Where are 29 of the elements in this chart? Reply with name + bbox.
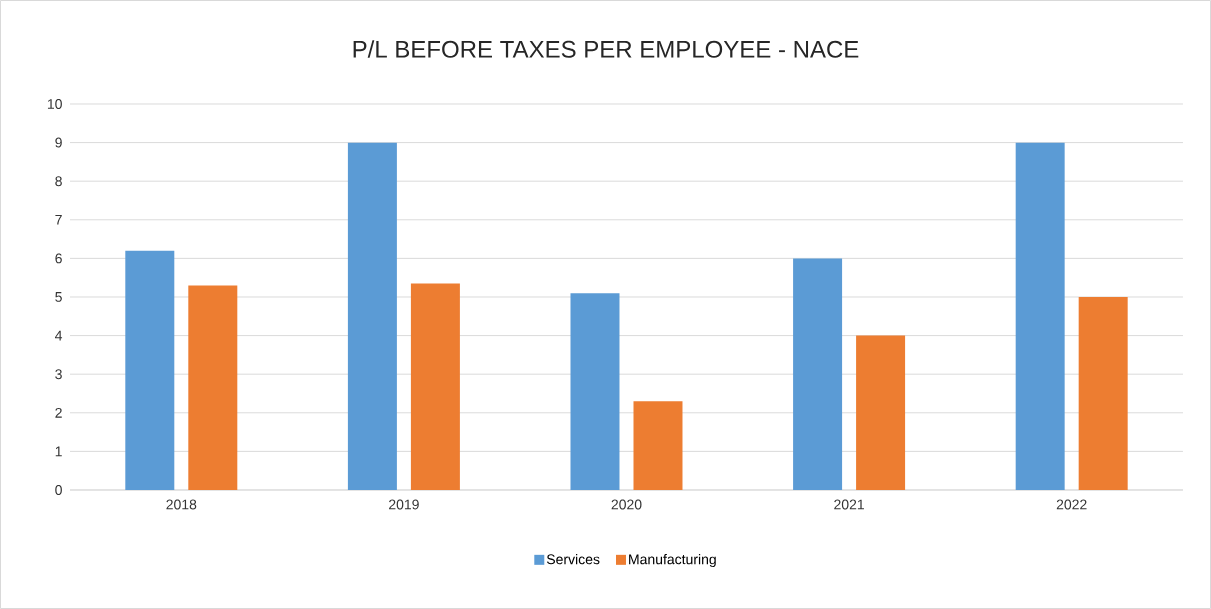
bar [633, 401, 683, 490]
y-tick-label: 2 [55, 407, 62, 418]
x-tick-label: 2020 [611, 499, 642, 510]
legend-label: Services [546, 554, 600, 565]
bar [856, 335, 906, 490]
bar [1015, 142, 1065, 490]
y-tick-label: 9 [55, 137, 62, 148]
x-tick-label: 2022 [1056, 499, 1087, 510]
y-tick-label: 10 [47, 99, 62, 109]
y-tick-label: 3 [55, 369, 62, 380]
bar [1078, 296, 1128, 490]
x-tick-label: 2018 [166, 499, 197, 510]
chart-title: P/L BEFORE TAXES PER EMPLOYEE - NACE [353, 40, 859, 58]
y-tick-label: 7 [55, 214, 62, 225]
bar [188, 285, 238, 490]
legend-label: Manufacturing [629, 554, 716, 568]
bar [410, 283, 460, 490]
x-tick-label: 2021 [834, 499, 864, 510]
y-tick-label: 0 [55, 485, 62, 495]
y-tick-label: 4 [55, 330, 63, 341]
x-tick-label: 2019 [389, 499, 419, 510]
y-tick-label: 6 [55, 253, 62, 264]
bar [347, 142, 397, 490]
y-tick-label: 8 [55, 176, 62, 187]
bar [570, 293, 620, 490]
bar [793, 258, 843, 490]
bar [125, 250, 175, 490]
y-tick-label: 5 [55, 292, 62, 302]
y-tick-label: 1 [55, 446, 62, 457]
